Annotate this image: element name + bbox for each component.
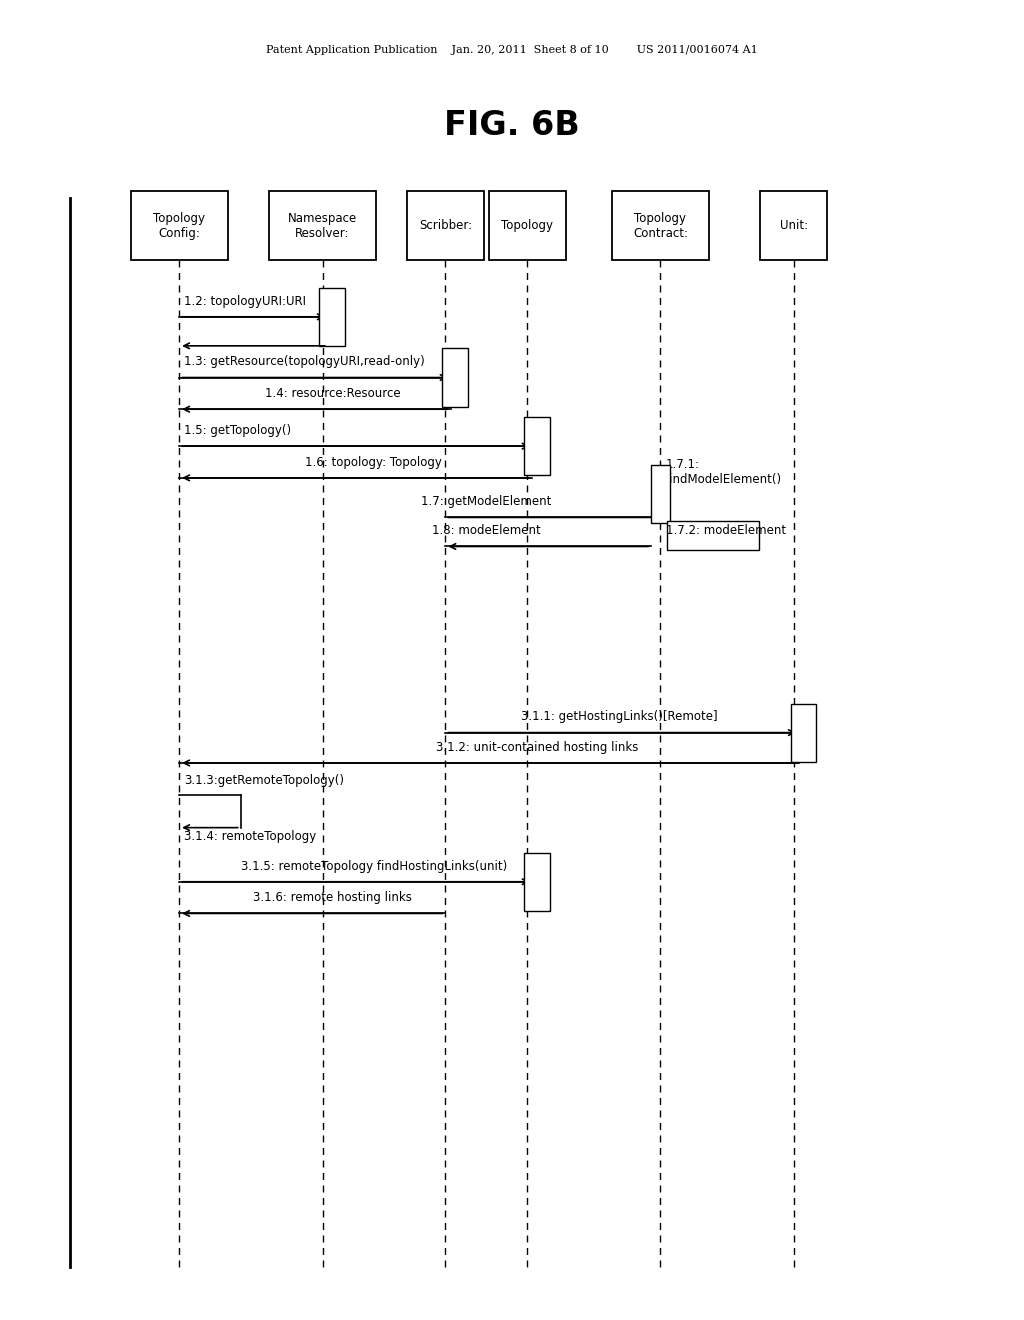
- Bar: [268, 191, 377, 260]
- Bar: [442, 348, 468, 407]
- Text: Topology: Topology: [502, 219, 553, 232]
- Text: 1.7.1:
findModelElement(): 1.7.1: findModelElement(): [666, 458, 781, 486]
- Text: 1.7.2: modeElement: 1.7.2: modeElement: [666, 524, 785, 537]
- Text: Topology
Config:: Topology Config:: [154, 211, 205, 240]
- Text: 1.3: getResource(topologyURI,read-only): 1.3: getResource(topologyURI,read-only): [184, 355, 425, 368]
- Bar: [651, 465, 670, 523]
- Bar: [489, 191, 565, 260]
- Text: 1.4: resource:Resource: 1.4: resource:Resource: [265, 387, 400, 400]
- Text: 3.1.3:getRemoteTopology(): 3.1.3:getRemoteTopology(): [184, 774, 344, 787]
- Bar: [760, 191, 827, 260]
- Text: 1.6: topology: Topology: 1.6: topology: Topology: [305, 455, 442, 469]
- Text: Patent Application Publication    Jan. 20, 2011  Sheet 8 of 10        US 2011/00: Patent Application Publication Jan. 20, …: [266, 45, 758, 55]
- Text: 3.1.6: remote hosting links: 3.1.6: remote hosting links: [253, 891, 413, 904]
- Text: Unit:: Unit:: [779, 219, 808, 232]
- Bar: [791, 704, 816, 762]
- Bar: [524, 417, 550, 475]
- Text: Namespace
Resolver:: Namespace Resolver:: [288, 211, 357, 240]
- Bar: [319, 288, 345, 346]
- Bar: [612, 191, 709, 260]
- Text: 3.1.4: remoteTopology: 3.1.4: remoteTopology: [184, 830, 316, 843]
- Text: 1.2: topologyURI:URI: 1.2: topologyURI:URI: [184, 294, 306, 308]
- Bar: [524, 853, 550, 911]
- Text: 3.1.2: unit-contained hosting links: 3.1.2: unit-contained hosting links: [436, 741, 639, 754]
- Text: FIG. 6B: FIG. 6B: [444, 108, 580, 141]
- Bar: [408, 191, 484, 260]
- Text: 3.1.5: remoteTopology findHostingLinks(unit): 3.1.5: remoteTopology findHostingLinks(u…: [241, 859, 507, 873]
- Text: Scribber:: Scribber:: [419, 219, 472, 232]
- Text: 3.1.1: getHostingLinks()[Remote]: 3.1.1: getHostingLinks()[Remote]: [521, 710, 718, 723]
- Text: 1.8: modeElement: 1.8: modeElement: [432, 524, 541, 537]
- Bar: [667, 521, 759, 550]
- Text: 1.5: getTopology(): 1.5: getTopology(): [184, 424, 292, 437]
- Text: 1.7: getModelElement: 1.7: getModelElement: [421, 495, 552, 508]
- Text: Topology
Contract:: Topology Contract:: [633, 211, 688, 240]
- Bar: [131, 191, 227, 260]
